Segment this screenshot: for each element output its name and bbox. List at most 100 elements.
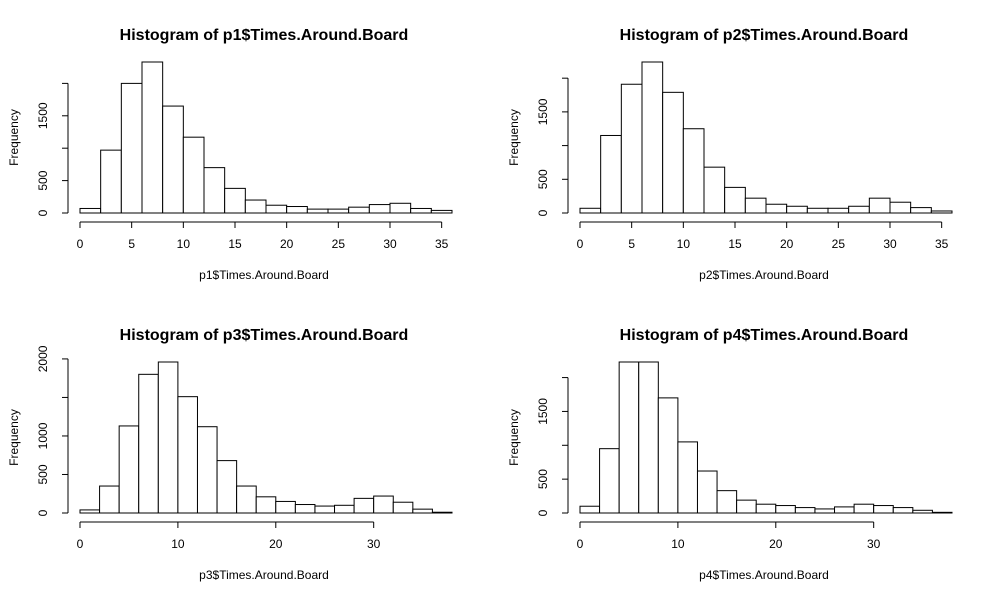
- histogram-bar: [196, 426, 218, 514]
- histogram-bar: [744, 197, 767, 214]
- histogram-bar: [892, 507, 914, 514]
- chart-title: Histogram of p3$Times.Around.Board: [120, 327, 409, 344]
- histogram-bar: [389, 202, 412, 214]
- histogram-bar: [765, 203, 788, 214]
- histogram-bar: [912, 509, 933, 514]
- histogram-bar: [853, 503, 875, 514]
- x-tick-label: 5: [128, 237, 135, 251]
- x-tick-label: 30: [867, 537, 881, 551]
- histogram-bar: [620, 83, 643, 214]
- y-tick-label: 2000: [36, 345, 50, 372]
- y-tick-label: 0: [36, 509, 50, 516]
- histogram-bar: [868, 197, 891, 214]
- chart-title: Histogram of p1$Times.Around.Board: [120, 27, 409, 44]
- histogram-bar: [786, 205, 808, 214]
- histogram-bar: [775, 505, 796, 514]
- histogram-bar: [373, 495, 394, 514]
- y-axis-label: Frequency: [7, 409, 21, 466]
- histogram-bar: [696, 470, 718, 514]
- x-tick-label: 20: [769, 537, 783, 551]
- y-tick-label: 1000: [36, 422, 50, 449]
- x-tick-label: 35: [935, 237, 949, 251]
- histogram-bar: [834, 506, 855, 514]
- histogram-bar: [682, 128, 705, 214]
- histogram-bar: [275, 500, 296, 514]
- x-tick-label: 20: [780, 237, 794, 251]
- x-tick-label: 20: [269, 537, 283, 551]
- histogram-bar: [600, 134, 622, 214]
- x-axis-label: p2$Times.Around.Board: [699, 268, 829, 282]
- histogram-bar: [182, 136, 205, 214]
- histogram-bar: [412, 508, 433, 514]
- x-tick-label: 20: [280, 237, 294, 251]
- y-axis-label: Frequency: [507, 109, 521, 166]
- y-tick-label: 0: [36, 209, 50, 216]
- histogram-bar: [334, 504, 355, 514]
- y-tick-label: 500: [36, 170, 50, 190]
- histogram-bar: [306, 208, 329, 214]
- x-tick-label: 0: [77, 237, 84, 251]
- histogram-bar: [265, 204, 288, 214]
- x-tick-label: 10: [671, 537, 685, 551]
- x-tick-label: 30: [367, 537, 381, 551]
- x-tick-label: 35: [435, 237, 449, 251]
- x-tick-label: 25: [832, 237, 846, 251]
- y-axis-label: Frequency: [507, 409, 521, 466]
- histogram-bar: [410, 207, 432, 214]
- histogram-bar: [827, 207, 850, 214]
- histogram-bar: [100, 149, 122, 214]
- histogram-bar: [910, 207, 932, 214]
- histogram-panel-1: Histogram of p1$Times.Around.Board 0 5 10 15…: [7, 27, 453, 282]
- histogram-bar: [618, 361, 640, 514]
- histogram-bar: [99, 485, 120, 514]
- histogram-bar: [848, 205, 870, 214]
- histogram-bar: [118, 425, 140, 514]
- histogram-bar: [638, 361, 659, 514]
- histogram-bar: [314, 505, 336, 514]
- histogram-bar: [662, 91, 684, 214]
- histogram-bar: [736, 499, 757, 514]
- histogram-bar: [177, 396, 198, 514]
- histogram-bar: [138, 373, 159, 514]
- histogram-bar: [348, 206, 370, 214]
- histogram-bar: [79, 207, 102, 214]
- histogram-bar: [794, 507, 816, 514]
- histogram-bar: [931, 511, 953, 514]
- x-tick-label: 10: [177, 237, 191, 251]
- histogram-bar: [141, 61, 164, 214]
- x-tick-label: 15: [728, 237, 742, 251]
- histogram-bar: [755, 503, 777, 514]
- histogram-bar: [224, 187, 246, 214]
- histogram-bar: [641, 61, 664, 214]
- histogram-bar: [703, 166, 726, 214]
- histogram-bar: [889, 201, 912, 214]
- y-tick-label: 1500: [36, 102, 50, 129]
- histogram-bar: [162, 105, 184, 214]
- y-tick-label: 0: [536, 209, 550, 216]
- chart-title: Histogram of p4$Times.Around.Board: [620, 327, 909, 344]
- histogram-bar: [579, 505, 601, 514]
- histogram-bar: [236, 485, 257, 514]
- y-tick-label: 0: [536, 509, 550, 516]
- x-tick-label: 30: [383, 237, 397, 251]
- x-tick-label: 0: [577, 237, 584, 251]
- x-tick-label: 5: [628, 237, 635, 251]
- y-tick-label: 1500: [536, 98, 550, 125]
- histogram-bar: [216, 460, 238, 514]
- x-tick-label: 15: [228, 237, 242, 251]
- histogram-bar: [392, 501, 414, 514]
- x-axis-label: p4$Times.Around.Board: [699, 568, 829, 582]
- x-tick-label: 0: [77, 537, 84, 551]
- x-tick-label: 10: [677, 237, 691, 251]
- histogram-bar: [430, 209, 453, 214]
- histogram-panel-3: Histogram of p3$Times.Around.Board 0 10 20 3…: [7, 327, 453, 582]
- histogram-bar: [255, 496, 277, 514]
- histogram-bar: [579, 207, 602, 214]
- histogram-bar: [286, 206, 308, 214]
- histogram-bar: [79, 509, 101, 514]
- x-axis-label: p3$Times.Around.Board: [199, 568, 329, 582]
- histogram-bar: [327, 208, 350, 214]
- histogram-bar: [431, 511, 453, 514]
